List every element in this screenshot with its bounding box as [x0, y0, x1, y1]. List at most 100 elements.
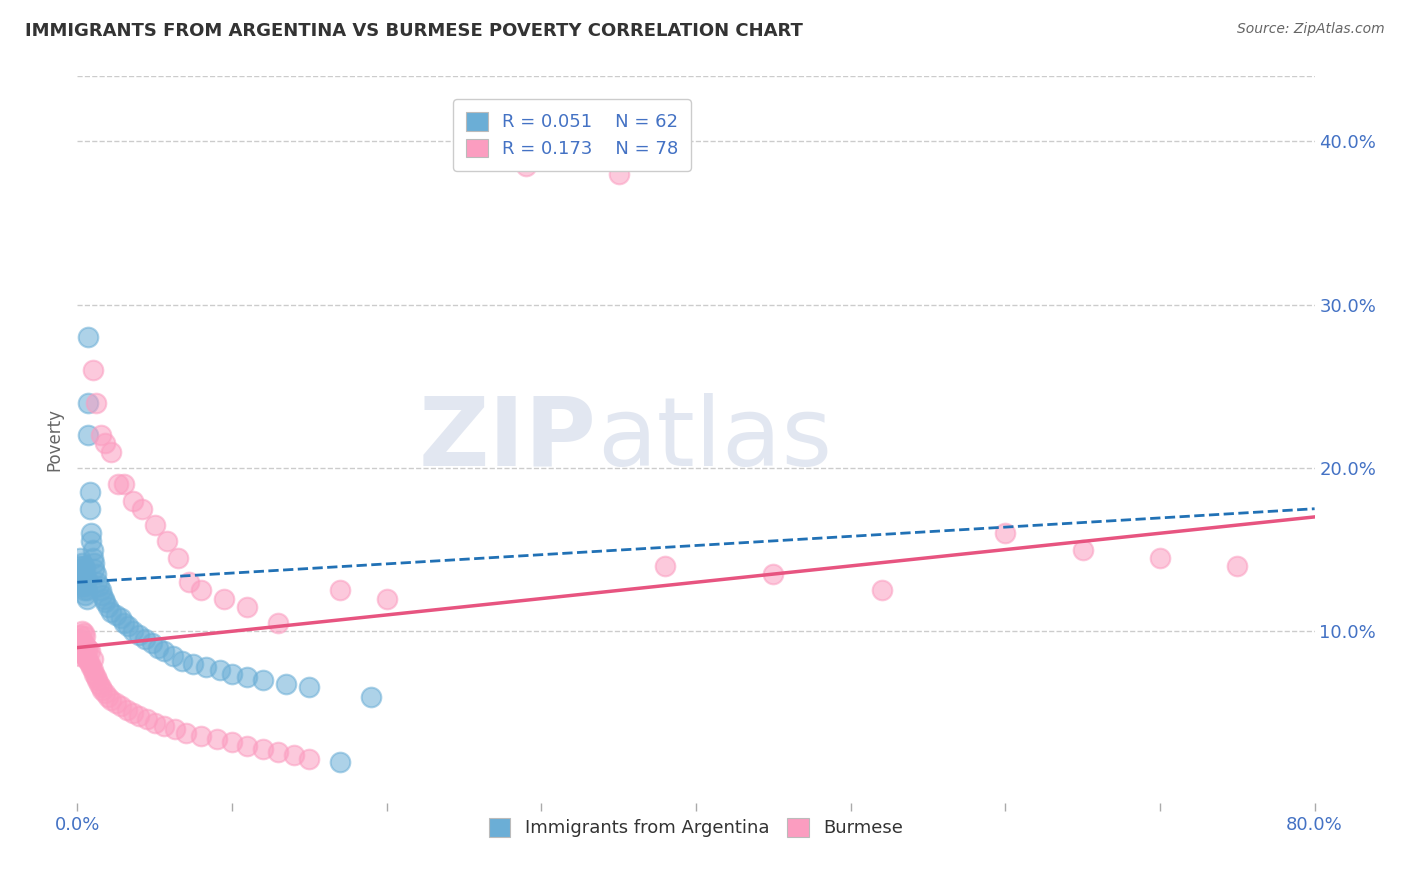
Point: [70, 556, 93, 570]
Point: [1149, 550, 1171, 565]
Point: [607, 167, 630, 181]
Point: [112, 477, 135, 491]
Point: [122, 493, 145, 508]
Point: [128, 627, 150, 641]
Point: [70, 644, 93, 658]
Point: [77, 330, 100, 344]
Point: [90, 428, 111, 442]
Point: [69, 575, 91, 590]
Point: [75, 588, 96, 602]
Point: [93, 591, 115, 606]
Point: [174, 725, 197, 739]
Point: [69, 627, 91, 641]
Point: [515, 159, 537, 173]
Point: [80, 526, 103, 541]
Point: [110, 611, 132, 625]
Point: [994, 526, 1017, 541]
Point: [177, 575, 200, 590]
Point: [1226, 558, 1249, 573]
Point: [87, 578, 110, 592]
Point: [141, 636, 163, 650]
Point: [79, 657, 101, 671]
Point: [117, 619, 139, 633]
Point: [221, 735, 243, 749]
Text: IMMIGRANTS FROM ARGENTINA VS BURMESE POVERTY CORRELATION CHART: IMMIGRANTS FROM ARGENTINA VS BURMESE POV…: [25, 22, 803, 40]
Point: [80, 660, 103, 674]
Point: [72, 575, 94, 590]
Point: [94, 595, 117, 609]
Point: [136, 713, 159, 727]
Point: [214, 591, 236, 606]
Point: [69, 648, 91, 663]
Point: [67, 632, 90, 647]
Point: [128, 709, 150, 723]
Point: [82, 664, 104, 678]
Point: [86, 673, 108, 688]
Point: [84, 567, 107, 582]
Point: [70, 624, 93, 639]
Point: [72, 636, 94, 650]
Point: [167, 550, 190, 565]
Text: ZIP: ZIP: [419, 392, 598, 486]
Point: [94, 686, 117, 700]
Point: [72, 583, 94, 598]
Point: [375, 591, 398, 606]
Point: [80, 534, 103, 549]
Point: [115, 703, 138, 717]
Point: [70, 562, 93, 576]
Point: [153, 719, 176, 733]
Point: [67, 640, 90, 655]
Point: [75, 578, 96, 592]
Point: [236, 599, 259, 614]
Point: [762, 567, 785, 582]
Point: [298, 680, 321, 694]
Point: [252, 673, 274, 688]
Point: [77, 642, 100, 657]
Point: [76, 591, 98, 606]
Point: [122, 624, 145, 639]
Point: [82, 542, 104, 557]
Point: [267, 745, 290, 759]
Point: [283, 748, 305, 763]
Point: [190, 729, 212, 743]
Point: [79, 501, 101, 516]
Point: [97, 690, 120, 704]
Point: [77, 428, 100, 442]
Text: Source: ZipAtlas.com: Source: ZipAtlas.com: [1237, 22, 1385, 37]
Point: [252, 742, 274, 756]
Point: [183, 657, 205, 671]
Point: [276, 676, 298, 690]
Point: [107, 477, 129, 491]
Legend: Immigrants from Argentina, Burmese: Immigrants from Argentina, Burmese: [481, 811, 911, 845]
Point: [72, 567, 94, 582]
Point: [122, 706, 145, 720]
Point: [94, 436, 117, 450]
Point: [76, 583, 98, 598]
Point: [654, 558, 676, 573]
Point: [77, 654, 100, 668]
Point: [298, 752, 321, 766]
Point: [172, 654, 194, 668]
Point: [76, 652, 98, 666]
Point: [236, 739, 259, 753]
Point: [75, 629, 96, 643]
Point: [90, 583, 111, 598]
Point: [75, 639, 96, 653]
Point: [156, 534, 179, 549]
Point: [163, 723, 186, 737]
Point: [69, 567, 91, 582]
Point: [100, 605, 122, 619]
Point: [134, 632, 156, 647]
Point: [75, 570, 96, 584]
Point: [105, 696, 127, 710]
Point: [69, 550, 91, 565]
Point: [131, 501, 153, 516]
Point: [205, 732, 228, 747]
Point: [72, 647, 94, 661]
Point: [153, 644, 176, 658]
Point: [90, 680, 111, 694]
Point: [83, 666, 105, 681]
Point: [329, 583, 352, 598]
Point: [870, 583, 893, 598]
Point: [105, 607, 127, 622]
